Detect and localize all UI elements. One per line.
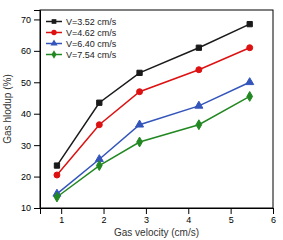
- legend: V=3.52 cm/sV=4.62 cm/sV=6.40 cm/sV=7.54 …: [46, 17, 117, 60]
- tick-label: 4: [186, 215, 191, 225]
- legend-marker: [51, 30, 56, 35]
- point: [97, 100, 102, 105]
- tick-label: 1: [59, 215, 64, 225]
- legend-marker: [50, 39, 57, 45]
- point: [136, 120, 144, 127]
- tick-label: 60: [21, 46, 31, 56]
- tick-mark: [34, 208, 40, 209]
- legend-label: V=3.52 cm/s: [66, 17, 117, 27]
- tick: 4: [186, 208, 191, 225]
- point: [137, 137, 143, 147]
- tick: 6: [271, 208, 276, 225]
- tick-mark: [34, 114, 40, 115]
- tick: 60: [21, 46, 40, 56]
- point: [137, 70, 142, 75]
- series: [54, 92, 252, 202]
- tick-mark: [231, 208, 232, 214]
- point: [54, 172, 60, 178]
- point: [196, 45, 201, 50]
- tick-mark: [104, 208, 105, 214]
- tick-mark: [61, 208, 62, 214]
- legend-marker: [51, 50, 56, 59]
- tick-mark: [34, 51, 40, 52]
- legend-entry: V=6.40 cm/s: [46, 39, 117, 49]
- series: [53, 78, 254, 197]
- legend-label: V=6.40 cm/s: [66, 39, 117, 49]
- y-axis-title: Gas hlodup (%): [2, 74, 13, 143]
- series-line: [57, 24, 250, 165]
- point: [96, 122, 102, 128]
- tick-mark: [34, 82, 40, 83]
- tick-label: 70: [21, 15, 31, 25]
- tick: 3: [144, 208, 149, 225]
- legend-entry: V=7.54 cm/s: [46, 50, 117, 60]
- plot-area: [53, 21, 254, 201]
- legend-label: V=4.62 cm/s: [66, 28, 117, 38]
- series-line: [57, 48, 250, 175]
- legend-label: V=7.54 cm/s: [66, 50, 117, 60]
- tick-label: 30: [21, 141, 31, 151]
- series-line: [57, 96, 250, 197]
- tick: 2: [102, 208, 107, 225]
- tick: 40: [21, 109, 40, 119]
- axis-line: [34, 11, 41, 209]
- tick-mark: [34, 145, 40, 146]
- legend-entry: V=3.52 cm/s: [46, 17, 117, 27]
- tick-label: 40: [21, 109, 31, 119]
- x-axis-title: Gas velocity (cm/s): [114, 227, 199, 238]
- tick-mark: [273, 208, 274, 214]
- tick-label: 20: [21, 172, 31, 182]
- tick: 70: [21, 15, 40, 25]
- tick: 5: [229, 208, 234, 225]
- tick-label: 5: [229, 215, 234, 225]
- point: [247, 45, 253, 51]
- point: [54, 163, 59, 168]
- tick: 1: [59, 208, 64, 225]
- y-axis: 10 20 30 40 50 60 70: [21, 11, 41, 214]
- tick-label: 50: [21, 78, 31, 88]
- point: [195, 101, 203, 108]
- tick-label: 2: [102, 215, 107, 225]
- tick-label: 10: [21, 203, 31, 213]
- tick-mark: [188, 208, 189, 214]
- tick-mark: [34, 177, 40, 178]
- point: [246, 78, 254, 85]
- axis-line: [41, 209, 274, 215]
- point: [96, 161, 102, 171]
- tick-label: 6: [271, 215, 276, 225]
- legend-entry: V=4.62 cm/s: [46, 28, 117, 38]
- tick-mark: [34, 19, 40, 20]
- point: [196, 67, 202, 73]
- plot-frame: [40, 10, 273, 208]
- point: [247, 92, 253, 102]
- tick: 20: [21, 172, 40, 182]
- x-axis: 1 2 3 4 5 6: [41, 208, 277, 225]
- point: [54, 192, 60, 202]
- tick-label: 3: [144, 215, 149, 225]
- tick: 50: [21, 78, 40, 88]
- point: [196, 120, 202, 130]
- tick-mark: [146, 208, 147, 214]
- legend-marker: [52, 19, 57, 24]
- chart: 1 2 3 4 5 6 10 20 30 40 50 60 70 Gas velocity (cm/s) G…: [0, 0, 283, 240]
- point: [137, 89, 143, 95]
- point: [247, 21, 252, 26]
- tick: 10: [21, 203, 40, 213]
- tick: 30: [21, 141, 40, 151]
